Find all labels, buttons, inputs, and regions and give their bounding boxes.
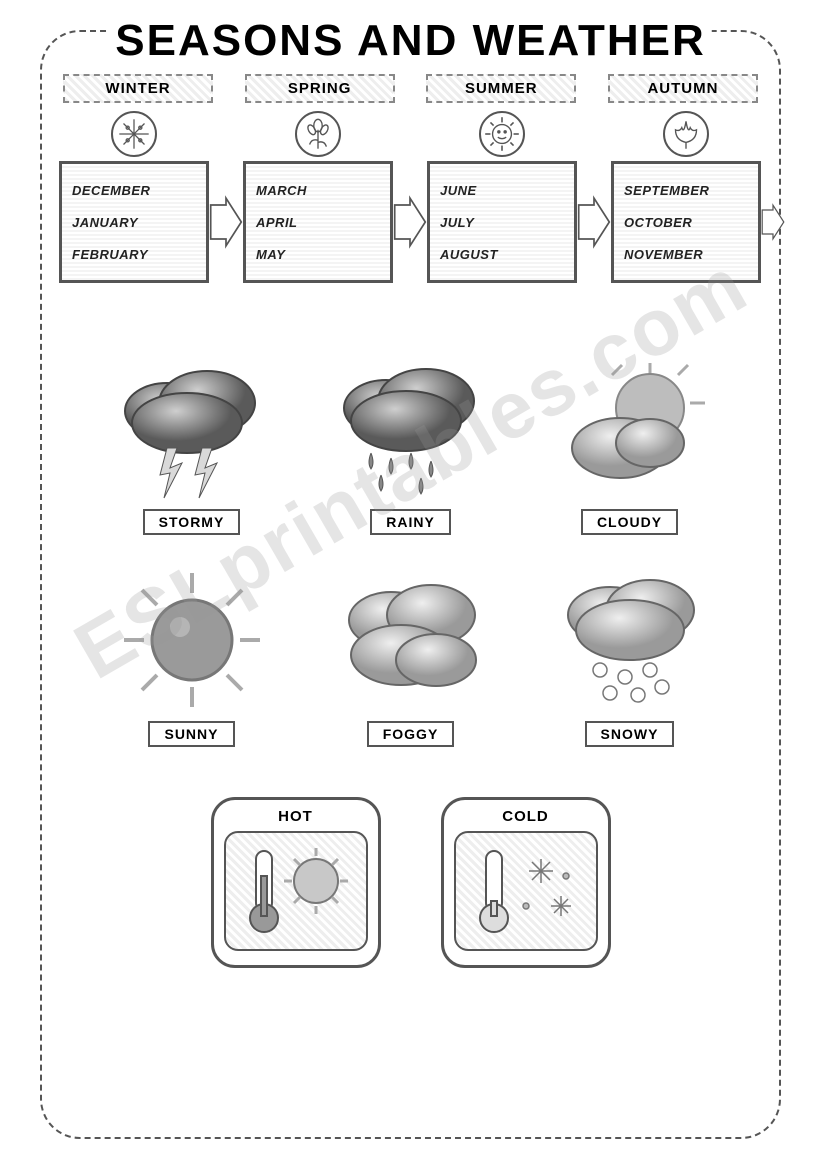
season-block-summer: JUNE JULY AUGUST xyxy=(427,111,577,283)
month: JUNE xyxy=(440,183,564,198)
sun-face-icon xyxy=(479,111,525,157)
weather-label: STORMY xyxy=(143,509,241,535)
season-block-autumn: SEPTEMBER OCTOBER NOVEMBER xyxy=(611,111,761,283)
weather-cell-rainy: RAINY xyxy=(316,353,505,535)
fog-icon xyxy=(316,565,505,715)
weather-label: CLOUDY xyxy=(581,509,678,535)
leaf-icon xyxy=(663,111,709,157)
season-label-spring: SPRING xyxy=(245,74,395,103)
weather-cell-snowy: SNOWY xyxy=(535,565,724,747)
season-block-spring: MARCH APRIL MAY xyxy=(243,111,393,283)
month: OCTOBER xyxy=(624,215,748,230)
flower-icon xyxy=(295,111,341,157)
arrow-icon xyxy=(761,192,785,252)
weather-label: SUNNY xyxy=(148,721,234,747)
snow-icon xyxy=(535,565,724,715)
weather-cell-stormy: STORMY xyxy=(97,353,286,535)
month: APRIL xyxy=(256,215,380,230)
page-title: SEASONS AND WEATHER xyxy=(109,16,711,66)
thermo-hot-icon xyxy=(224,831,368,951)
months-box-autumn: SEPTEMBER OCTOBER NOVEMBER xyxy=(611,161,761,283)
month: DECEMBER xyxy=(72,183,196,198)
temp-label: HOT xyxy=(224,808,368,825)
weather-grid: STORMY RAINY xyxy=(57,353,764,747)
month: NOVEMBER xyxy=(624,247,748,262)
storm-icon xyxy=(97,353,286,503)
season-label-winter: WINTER xyxy=(63,74,213,103)
arrow-icon xyxy=(393,192,427,252)
thermo-cold-icon xyxy=(454,831,598,951)
month: FEBRUARY xyxy=(72,247,196,262)
month: JANUARY xyxy=(72,215,196,230)
weather-cell-sunny: SUNNY xyxy=(97,565,286,747)
arrow-icon xyxy=(209,192,243,252)
rain-icon xyxy=(316,353,505,503)
sun-icon xyxy=(97,565,286,715)
arrow-icon xyxy=(577,192,611,252)
temperature-row: HOT CO xyxy=(57,797,764,968)
weather-cell-cloudy: CLOUDY xyxy=(535,353,724,535)
month: SEPTEMBER xyxy=(624,183,748,198)
month: AUGUST xyxy=(440,247,564,262)
temp-label: COLD xyxy=(454,808,598,825)
temp-card-cold: COLD xyxy=(441,797,611,968)
weather-cell-foggy: FOGGY xyxy=(316,565,505,747)
month: JULY xyxy=(440,215,564,230)
weather-label: FOGGY xyxy=(367,721,455,747)
worksheet-frame: SEASONS AND WEATHER WINTER SPRING SUMMER… xyxy=(40,30,781,1139)
season-label-autumn: AUTUMN xyxy=(608,74,758,103)
month: MAY xyxy=(256,247,380,262)
month: MARCH xyxy=(256,183,380,198)
months-box-winter: DECEMBER JANUARY FEBRUARY xyxy=(59,161,209,283)
months-box-spring: MARCH APRIL MAY xyxy=(243,161,393,283)
seasons-flow-row: DECEMBER JANUARY FEBRUARY MARCH APRIL MA… xyxy=(57,111,764,283)
cloudy-icon xyxy=(535,353,724,503)
weather-label: RAINY xyxy=(370,509,451,535)
snowflake-icon xyxy=(111,111,157,157)
season-label-summer: SUMMER xyxy=(426,74,576,103)
temp-card-hot: HOT xyxy=(211,797,381,968)
months-box-summer: JUNE JULY AUGUST xyxy=(427,161,577,283)
weather-label: SNOWY xyxy=(585,721,675,747)
season-block-winter: DECEMBER JANUARY FEBRUARY xyxy=(59,111,209,283)
season-labels-row: WINTER SPRING SUMMER AUTUMN xyxy=(57,74,764,103)
